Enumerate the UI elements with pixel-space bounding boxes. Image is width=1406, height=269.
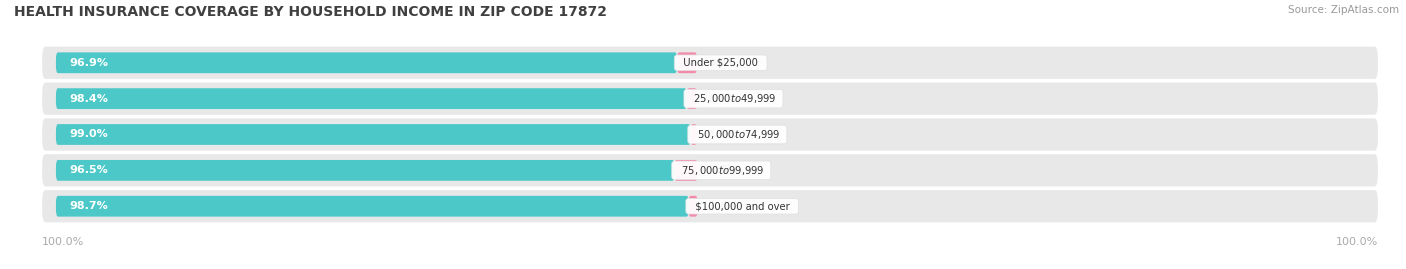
FancyBboxPatch shape (690, 124, 697, 145)
Text: 100.0%: 100.0% (1336, 238, 1378, 247)
Text: $25,000 to $49,999: $25,000 to $49,999 (686, 92, 780, 105)
Text: $100,000 and over: $100,000 and over (689, 201, 796, 211)
Text: 96.5%: 96.5% (70, 165, 108, 175)
FancyBboxPatch shape (675, 160, 697, 181)
FancyBboxPatch shape (42, 47, 1378, 79)
Text: Source: ZipAtlas.com: Source: ZipAtlas.com (1288, 5, 1399, 15)
Text: $50,000 to $74,999: $50,000 to $74,999 (690, 128, 785, 141)
FancyBboxPatch shape (686, 88, 697, 109)
FancyBboxPatch shape (678, 52, 697, 73)
FancyBboxPatch shape (56, 52, 678, 73)
FancyBboxPatch shape (56, 160, 675, 181)
FancyBboxPatch shape (42, 190, 1378, 222)
Text: 100.0%: 100.0% (42, 238, 84, 247)
Text: 3.1%: 3.1% (709, 58, 738, 68)
FancyBboxPatch shape (42, 154, 1378, 186)
Text: 99.0%: 99.0% (70, 129, 108, 140)
Text: 98.4%: 98.4% (70, 94, 108, 104)
Text: 98.7%: 98.7% (70, 201, 108, 211)
FancyBboxPatch shape (42, 118, 1378, 151)
Text: 1.4%: 1.4% (709, 201, 740, 211)
Text: 3.6%: 3.6% (709, 165, 740, 175)
FancyBboxPatch shape (689, 196, 697, 217)
FancyBboxPatch shape (56, 196, 689, 217)
Text: $75,000 to $99,999: $75,000 to $99,999 (675, 164, 768, 177)
Text: 1.0%: 1.0% (709, 129, 738, 140)
Text: 96.9%: 96.9% (70, 58, 108, 68)
FancyBboxPatch shape (56, 124, 690, 145)
Text: Under $25,000: Under $25,000 (678, 58, 765, 68)
Text: HEALTH INSURANCE COVERAGE BY HOUSEHOLD INCOME IN ZIP CODE 17872: HEALTH INSURANCE COVERAGE BY HOUSEHOLD I… (14, 5, 607, 19)
FancyBboxPatch shape (42, 83, 1378, 115)
FancyBboxPatch shape (56, 88, 686, 109)
Text: 1.6%: 1.6% (709, 94, 740, 104)
